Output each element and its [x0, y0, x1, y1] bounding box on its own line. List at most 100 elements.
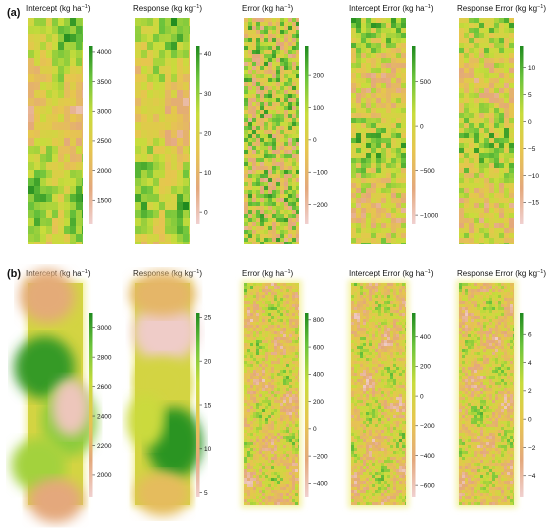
heatmap-cell [360, 397, 363, 400]
heatmap-cell [262, 334, 265, 337]
heatmap-cell [381, 301, 384, 304]
heatmap-cell [292, 424, 295, 427]
heatmap-cell [256, 418, 259, 421]
heatmap-cell [479, 113, 484, 118]
heatmap-cell [376, 153, 381, 158]
heatmap-cell [268, 385, 271, 388]
heatmap-cell [401, 118, 406, 123]
heatmap-cell [396, 58, 401, 63]
heatmap-cell [250, 331, 253, 334]
heatmap-cell [147, 58, 153, 66]
heatmap-cell [369, 340, 372, 343]
heatmap-cell [256, 150, 260, 154]
heatmap-cell [361, 173, 366, 178]
heatmap-cell [271, 460, 274, 463]
heatmap-cell [396, 364, 399, 367]
heatmap-cell [390, 310, 393, 313]
heatmap-cell [171, 98, 177, 106]
heatmap-cell [260, 106, 264, 110]
heatmap-cell [268, 334, 271, 337]
heatmap-cell [357, 337, 360, 340]
heatmap-cell [292, 451, 295, 454]
heatmap-cell [52, 146, 58, 154]
heatmap-cell [284, 190, 288, 194]
heatmap-cell [405, 364, 406, 367]
heatmap-cell [361, 203, 366, 208]
heatmap-cell [277, 412, 280, 415]
heatmap-cell [354, 328, 357, 331]
heatmap-cell [28, 122, 34, 130]
heatmap-cell [366, 218, 371, 223]
heatmap-cell [376, 198, 381, 203]
heatmap-cell [296, 34, 299, 38]
heatmap-cell [280, 304, 283, 307]
heatmap-cell [381, 418, 384, 421]
heatmap-cell [259, 286, 262, 289]
heatmap-cell [250, 427, 253, 430]
heatmap-cell [369, 334, 372, 337]
heatmap-cell [265, 289, 268, 292]
heatmap-cell [283, 481, 286, 484]
heatmap-cell [288, 190, 292, 194]
heatmap-cell [378, 358, 381, 361]
colorbar-tick-label: 0 [313, 137, 317, 144]
heatmap-cell [286, 457, 289, 460]
heatmap-cell [64, 242, 70, 244]
heatmap-cell [147, 74, 153, 82]
heatmap-cell [248, 230, 252, 234]
heatmap-cell [396, 343, 399, 346]
heatmap-cell [295, 313, 298, 316]
heatmap-cell [356, 48, 361, 53]
heatmap-cell [386, 218, 391, 223]
heatmap-cell [402, 391, 405, 394]
heatmap-cell [165, 122, 171, 130]
heatmap-cell [479, 243, 484, 244]
heatmap-cell [363, 313, 366, 316]
heatmap-cell [381, 143, 386, 148]
heatmap-cell [479, 68, 484, 73]
heatmap-cell [375, 343, 378, 346]
heatmap-cell [262, 451, 265, 454]
heatmap-cell [390, 289, 393, 292]
heatmap-cell [399, 409, 402, 412]
heatmap-cell [393, 442, 396, 445]
heatmap-cell [371, 233, 376, 238]
heatmap-cell [384, 397, 387, 400]
heatmap-cell [289, 289, 292, 292]
colorbar-tick-label: 2200 [97, 443, 112, 450]
heatmap-cell [272, 242, 276, 244]
heatmap-cell [250, 400, 253, 403]
heatmap-cell [58, 186, 64, 194]
heatmap-cell [474, 53, 479, 58]
heatmap-cell [360, 349, 363, 352]
heatmap-cell [183, 138, 189, 146]
heatmap-cell [259, 379, 262, 382]
heatmap-cell [402, 424, 405, 427]
heatmap-cell [396, 158, 401, 163]
heatmap-cell [277, 322, 280, 325]
heatmap-cell [499, 163, 504, 168]
heatmap-cell [474, 108, 479, 113]
heatmap-cell [259, 364, 262, 367]
heatmap-cell [351, 143, 356, 148]
heatmap-cell [351, 406, 354, 409]
heatmap-cell [259, 427, 262, 430]
heatmap-cell [356, 213, 361, 218]
heatmap-cell [402, 349, 405, 352]
heatmap-cell [356, 73, 361, 78]
heatmap-cell [459, 58, 464, 63]
heatmap-cell [64, 130, 70, 138]
heatmap-cell [390, 424, 393, 427]
heatmap-cell [464, 88, 469, 93]
heatmap-cell [479, 63, 484, 68]
heatmap-cell [247, 379, 250, 382]
heatmap-cell [268, 409, 271, 412]
heatmap-cell [250, 466, 253, 469]
heatmap-cell [354, 298, 357, 301]
heatmap-cell [289, 463, 292, 466]
heatmap-cell [256, 412, 259, 415]
heatmap-cell [357, 370, 360, 373]
heatmap-cell [357, 391, 360, 394]
heatmap-cell [260, 206, 264, 210]
heatmap-cell [289, 346, 292, 349]
